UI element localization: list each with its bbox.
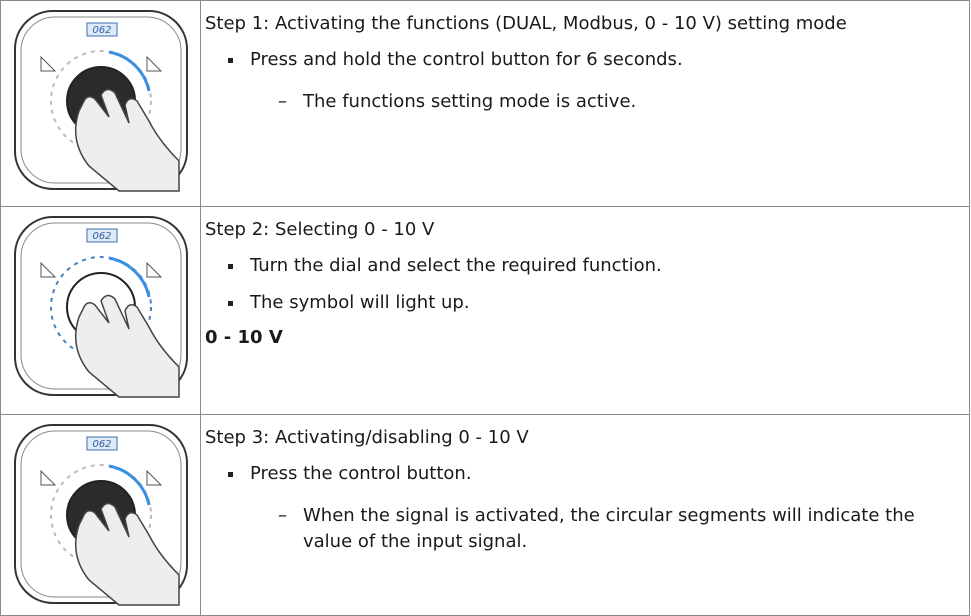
ring-lit [108, 256, 151, 298]
device-illustration: 062 [14, 10, 188, 192]
symbol-right [146, 469, 163, 486]
symbol-left [40, 55, 57, 72]
bullet-item: Press and hold the control button for 6 … [223, 47, 959, 115]
sub-item: When the signal is activated, the circul… [278, 503, 959, 555]
bullet-list: Press the control button. When the signal… [205, 461, 959, 555]
bullet-item: Press the control button. When the signal… [223, 461, 959, 555]
device-inner [20, 16, 182, 184]
ring [50, 464, 152, 566]
text-cell: Step 1: Activating the functions (DUAL, … [200, 0, 970, 207]
lcd-value: 062 [92, 25, 111, 36]
device-illustration: 062 [14, 424, 188, 606]
hand [74, 294, 180, 398]
bullet-text: Press the control button. [250, 463, 472, 484]
device-inner [20, 430, 182, 598]
lcd-value: 062 [92, 231, 111, 242]
step-title: Step 2: Selecting 0 - 10 V [205, 219, 435, 240]
symbol-right [146, 55, 163, 72]
illustration-cell: 062 [0, 206, 201, 415]
illustration-cell: 062 [0, 414, 201, 616]
bullet-text: Press and hold the control button for 6 … [250, 49, 683, 70]
step-title: Step 3: Activating/disabling 0 - 10 V [205, 427, 529, 448]
device-inner [20, 222, 182, 390]
illustration-cell: 062 [0, 0, 201, 207]
symbol-right [146, 261, 163, 278]
symbol-left [40, 261, 57, 278]
sub-list: The functions setting mode is active. [250, 89, 959, 115]
hand [74, 88, 180, 192]
lcd [86, 228, 118, 243]
lcd [86, 22, 118, 37]
bullet-list: Press and hold the control button for 6 … [205, 47, 959, 115]
sub-item: The functions setting mode is active. [278, 89, 959, 115]
ring [50, 50, 152, 152]
lcd [86, 436, 118, 451]
bullet-text: The symbol will light up. [250, 292, 470, 313]
ring-lit [108, 50, 151, 92]
symbol-left [40, 469, 57, 486]
bullet-item: The symbol will light up. [223, 290, 959, 316]
lcd-value: 062 [92, 439, 111, 450]
hand [74, 502, 180, 606]
ring [50, 256, 152, 358]
step-row: 062 Step 1: Activating the functions (DUA… [0, 0, 970, 207]
bullet-item: Turn the dial and select the required fu… [223, 253, 959, 279]
text-cell: Step 2: Selecting 0 - 10 V Turn the dial … [200, 206, 970, 415]
bullet-list: Turn the dial and select the required fu… [205, 253, 959, 316]
step-row: 062 Step 3: Activating/disabling 0 - 10 V… [0, 414, 970, 616]
bullet-text: Turn the dial and select the required fu… [250, 255, 662, 276]
text-cell: Step 3: Activating/disabling 0 - 10 V Pre… [200, 414, 970, 616]
note: 0 - 10 V [205, 327, 283, 348]
step-title: Step 1: Activating the functions (DUAL, … [205, 13, 847, 34]
step-row: 062 Step 2: Selecting 0 - 10 V Turn the di… [0, 206, 970, 415]
sub-list: When the signal is activated, the circul… [250, 503, 959, 555]
device-illustration: 062 [14, 216, 188, 398]
ring-lit [108, 464, 151, 506]
